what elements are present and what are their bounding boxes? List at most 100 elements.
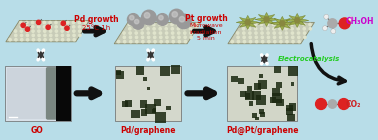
Circle shape [37, 21, 40, 24]
Circle shape [237, 36, 239, 39]
Circle shape [46, 25, 50, 29]
Circle shape [178, 36, 180, 39]
FancyBboxPatch shape [139, 100, 147, 108]
Circle shape [55, 26, 57, 28]
Circle shape [55, 21, 57, 24]
Polygon shape [297, 16, 305, 20]
Circle shape [322, 26, 327, 31]
Circle shape [267, 32, 269, 34]
Circle shape [195, 23, 197, 26]
Circle shape [56, 34, 58, 37]
Circle shape [38, 30, 40, 32]
Circle shape [237, 40, 240, 43]
FancyBboxPatch shape [260, 112, 265, 117]
Circle shape [60, 21, 63, 24]
FancyBboxPatch shape [116, 71, 124, 79]
FancyBboxPatch shape [259, 74, 263, 78]
Circle shape [297, 36, 300, 39]
Circle shape [285, 28, 287, 30]
Circle shape [67, 38, 70, 41]
Circle shape [165, 28, 167, 30]
Polygon shape [297, 20, 305, 25]
Circle shape [78, 21, 81, 24]
Circle shape [166, 36, 168, 39]
Circle shape [280, 21, 285, 26]
FancyBboxPatch shape [276, 99, 284, 106]
FancyBboxPatch shape [146, 104, 156, 115]
Circle shape [254, 28, 257, 30]
FancyBboxPatch shape [272, 88, 280, 96]
Text: GO: GO [31, 126, 43, 135]
Circle shape [177, 23, 179, 26]
Circle shape [172, 36, 174, 39]
Circle shape [49, 26, 51, 28]
Circle shape [297, 28, 299, 30]
Circle shape [190, 36, 192, 39]
Circle shape [73, 26, 75, 28]
Circle shape [242, 28, 245, 30]
FancyBboxPatch shape [155, 112, 166, 123]
Polygon shape [266, 15, 275, 19]
Circle shape [328, 100, 336, 108]
Circle shape [339, 18, 350, 29]
Polygon shape [240, 17, 248, 22]
FancyBboxPatch shape [253, 91, 261, 100]
Circle shape [309, 28, 311, 30]
Circle shape [304, 36, 306, 39]
Circle shape [73, 34, 75, 37]
FancyBboxPatch shape [249, 101, 253, 106]
FancyBboxPatch shape [56, 66, 71, 121]
Circle shape [273, 28, 275, 30]
Circle shape [298, 40, 300, 43]
Circle shape [280, 40, 282, 43]
Polygon shape [258, 19, 266, 24]
FancyBboxPatch shape [248, 86, 252, 91]
Polygon shape [248, 22, 256, 27]
Circle shape [135, 19, 139, 24]
Circle shape [20, 26, 22, 28]
Circle shape [285, 23, 287, 26]
Circle shape [328, 19, 337, 28]
Circle shape [141, 23, 143, 26]
FancyBboxPatch shape [256, 95, 266, 105]
Circle shape [153, 28, 155, 30]
Circle shape [38, 34, 40, 37]
Circle shape [127, 14, 139, 25]
Circle shape [56, 38, 58, 41]
Polygon shape [266, 18, 278, 21]
Circle shape [67, 34, 70, 37]
Circle shape [231, 40, 234, 43]
Circle shape [165, 23, 167, 26]
Circle shape [147, 32, 150, 34]
Circle shape [338, 99, 349, 109]
FancyBboxPatch shape [240, 91, 246, 97]
Text: Pd@Pt/graphene: Pd@Pt/graphene [226, 126, 299, 135]
FancyBboxPatch shape [259, 109, 264, 115]
Circle shape [50, 38, 52, 41]
Circle shape [304, 32, 306, 34]
Circle shape [32, 26, 34, 28]
Text: Pd/graphene: Pd/graphene [120, 126, 175, 135]
Circle shape [136, 40, 138, 43]
Polygon shape [6, 20, 90, 42]
Circle shape [159, 28, 161, 30]
Circle shape [26, 30, 28, 32]
Circle shape [21, 38, 23, 41]
Circle shape [166, 32, 168, 34]
Circle shape [61, 26, 63, 28]
Circle shape [32, 34, 34, 37]
Circle shape [303, 23, 305, 26]
Text: Microwave: Microwave [189, 23, 223, 28]
Polygon shape [289, 20, 297, 25]
Circle shape [249, 36, 251, 39]
Circle shape [130, 16, 134, 20]
Circle shape [15, 34, 17, 37]
Circle shape [286, 40, 288, 43]
Circle shape [20, 21, 22, 24]
Text: Electrocatalysis: Electrocatalysis [278, 56, 340, 62]
Circle shape [14, 30, 17, 32]
Circle shape [291, 32, 294, 34]
Polygon shape [246, 22, 250, 29]
FancyBboxPatch shape [245, 93, 251, 99]
Circle shape [256, 40, 258, 43]
